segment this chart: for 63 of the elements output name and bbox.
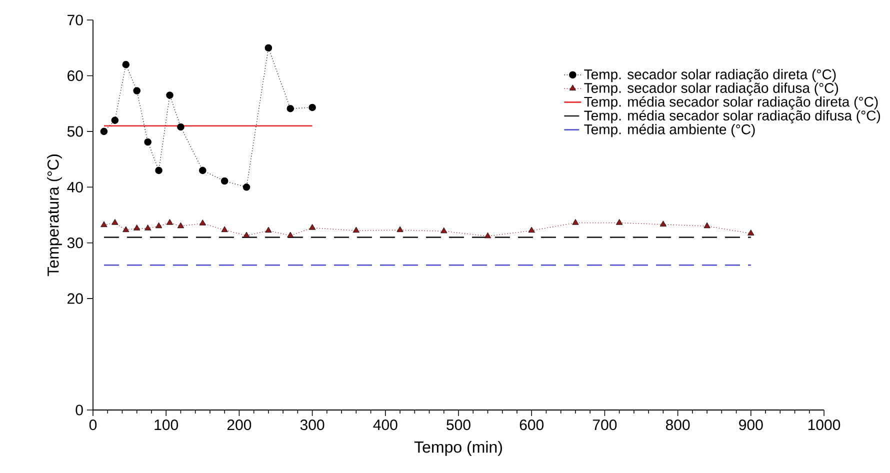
point: [177, 123, 184, 131]
legend-label: Temp. secador solar radiação direta (°C): [584, 69, 836, 82]
point: [111, 116, 119, 124]
point: [265, 226, 272, 233]
point: [155, 166, 162, 174]
x-axis-title: Tempo (min): [414, 440, 502, 456]
legend-label: Temp. média secador solar radiação direta (°C): [584, 96, 878, 110]
point: [100, 221, 108, 228]
point: [166, 92, 174, 99]
point: [616, 219, 623, 225]
point: [122, 226, 130, 232]
point: [177, 222, 184, 228]
point: [396, 226, 404, 232]
point: [220, 177, 228, 185]
point: [287, 232, 294, 238]
point: [528, 226, 535, 233]
legend-label: Temp. média secador solar radiação difusa (°C): [584, 110, 880, 124]
y-tick-label: 20: [68, 293, 83, 304]
point: [572, 219, 579, 225]
x-tick-label: 500: [446, 420, 470, 430]
point: [440, 227, 448, 234]
y-tick-label: 60: [68, 70, 83, 82]
point: [144, 138, 152, 146]
point: [243, 232, 250, 238]
x-tick-label: 200: [227, 420, 252, 430]
point: [352, 226, 360, 233]
y-tick-label: 30: [67, 238, 83, 248]
x-tick-label: 300: [300, 420, 324, 430]
point: [199, 166, 206, 174]
point: [704, 222, 710, 228]
x-tick-label: 700: [592, 420, 617, 430]
legend-label: Temp. secador solar radiação difusa (°C): [584, 82, 838, 96]
point: [308, 104, 316, 112]
point: [133, 87, 141, 94]
point: [484, 232, 492, 238]
point: [100, 128, 108, 136]
point: [122, 60, 130, 68]
point: [286, 104, 294, 112]
point: [242, 183, 250, 191]
point: [660, 220, 667, 226]
point: [166, 219, 174, 225]
point: [308, 224, 316, 230]
point: [748, 230, 754, 236]
point: [155, 222, 162, 228]
y-tick-label: 40: [67, 182, 83, 192]
y-tick-label: 70: [68, 14, 83, 26]
legend-label: Temp. média ambiente (°C): [584, 124, 755, 138]
y-tick-label: 50: [67, 126, 83, 137]
y-axis-title: Temperatura (°C): [47, 154, 62, 276]
point: [199, 220, 206, 226]
x-tick-label: 800: [666, 420, 690, 430]
x-tick-label: 100: [154, 420, 178, 430]
point: [112, 219, 118, 225]
point: [134, 224, 140, 230]
x-tick-label: 0: [89, 420, 97, 430]
x-tick-label: 400: [373, 420, 398, 430]
x-tick-label: 900: [739, 420, 763, 430]
x-tick-label: 1000: [808, 420, 840, 430]
x-tick-label: 600: [520, 420, 544, 430]
point: [221, 226, 228, 232]
point: [264, 44, 272, 52]
y-tick-label: 0: [76, 404, 83, 416]
point: [144, 224, 152, 230]
